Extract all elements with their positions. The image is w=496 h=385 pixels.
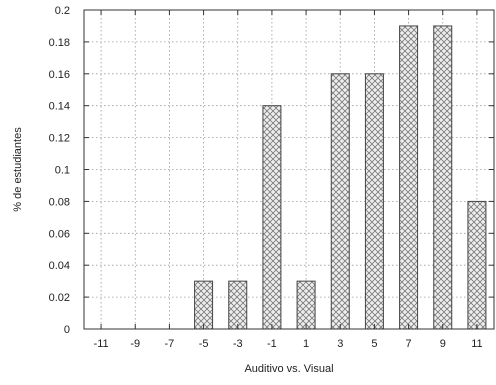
x-tick-label: 11 [471, 338, 482, 350]
x-axis-label: Auditivo vs. Visual [244, 363, 333, 375]
bar [194, 280, 214, 330]
x-tick-label: -7 [165, 338, 175, 350]
y-tick-label: 0.12 [49, 133, 70, 145]
y-tick-label: 0.06 [49, 228, 70, 240]
x-axis-tick-labels: -11 -9 -7 -5 -3 -1 1 3 5 7 9 11 [94, 338, 483, 350]
y-tick-label: 0.16 [49, 69, 70, 81]
x-tick-label: -11 [94, 338, 109, 350]
y-tick-label: 0.1 [55, 165, 70, 177]
y-tick-label: 0 [64, 324, 70, 336]
bar [433, 25, 453, 330]
y-axis-tick-labels: 0 0.02 0.04 0.06 0.08 0.1 0.12 0.14 0.16 0.18 0.2 [49, 5, 70, 336]
bar [296, 280, 316, 330]
y-tick-label: 0.08 [49, 196, 70, 208]
x-tick-label: 3 [337, 338, 343, 350]
x-tick-label: -5 [199, 338, 209, 350]
x-tick-label: 9 [440, 338, 446, 350]
x-tick-label: -1 [267, 338, 277, 350]
x-tick-label: -9 [130, 338, 140, 350]
bar [399, 25, 419, 330]
bar [467, 200, 487, 330]
bar [228, 280, 248, 330]
y-axis-label: % de estudiantes [12, 127, 24, 212]
axis-ticks [84, 9, 494, 330]
y-tick-label: 0.2 [55, 5, 70, 17]
x-tick-label: -3 [233, 338, 243, 350]
grid [84, 10, 494, 329]
y-tick-label: 0.02 [49, 292, 70, 304]
x-tick-label: 5 [371, 338, 377, 350]
y-tick-label: 0.04 [49, 260, 70, 272]
x-tick-label: 7 [406, 338, 412, 350]
y-tick-label: 0.18 [49, 37, 70, 49]
bar [330, 73, 350, 330]
bar [262, 105, 282, 330]
y-tick-label: 0.14 [49, 101, 70, 113]
bars [194, 25, 487, 330]
x-tick-label: 1 [303, 338, 309, 350]
bar [364, 73, 384, 330]
